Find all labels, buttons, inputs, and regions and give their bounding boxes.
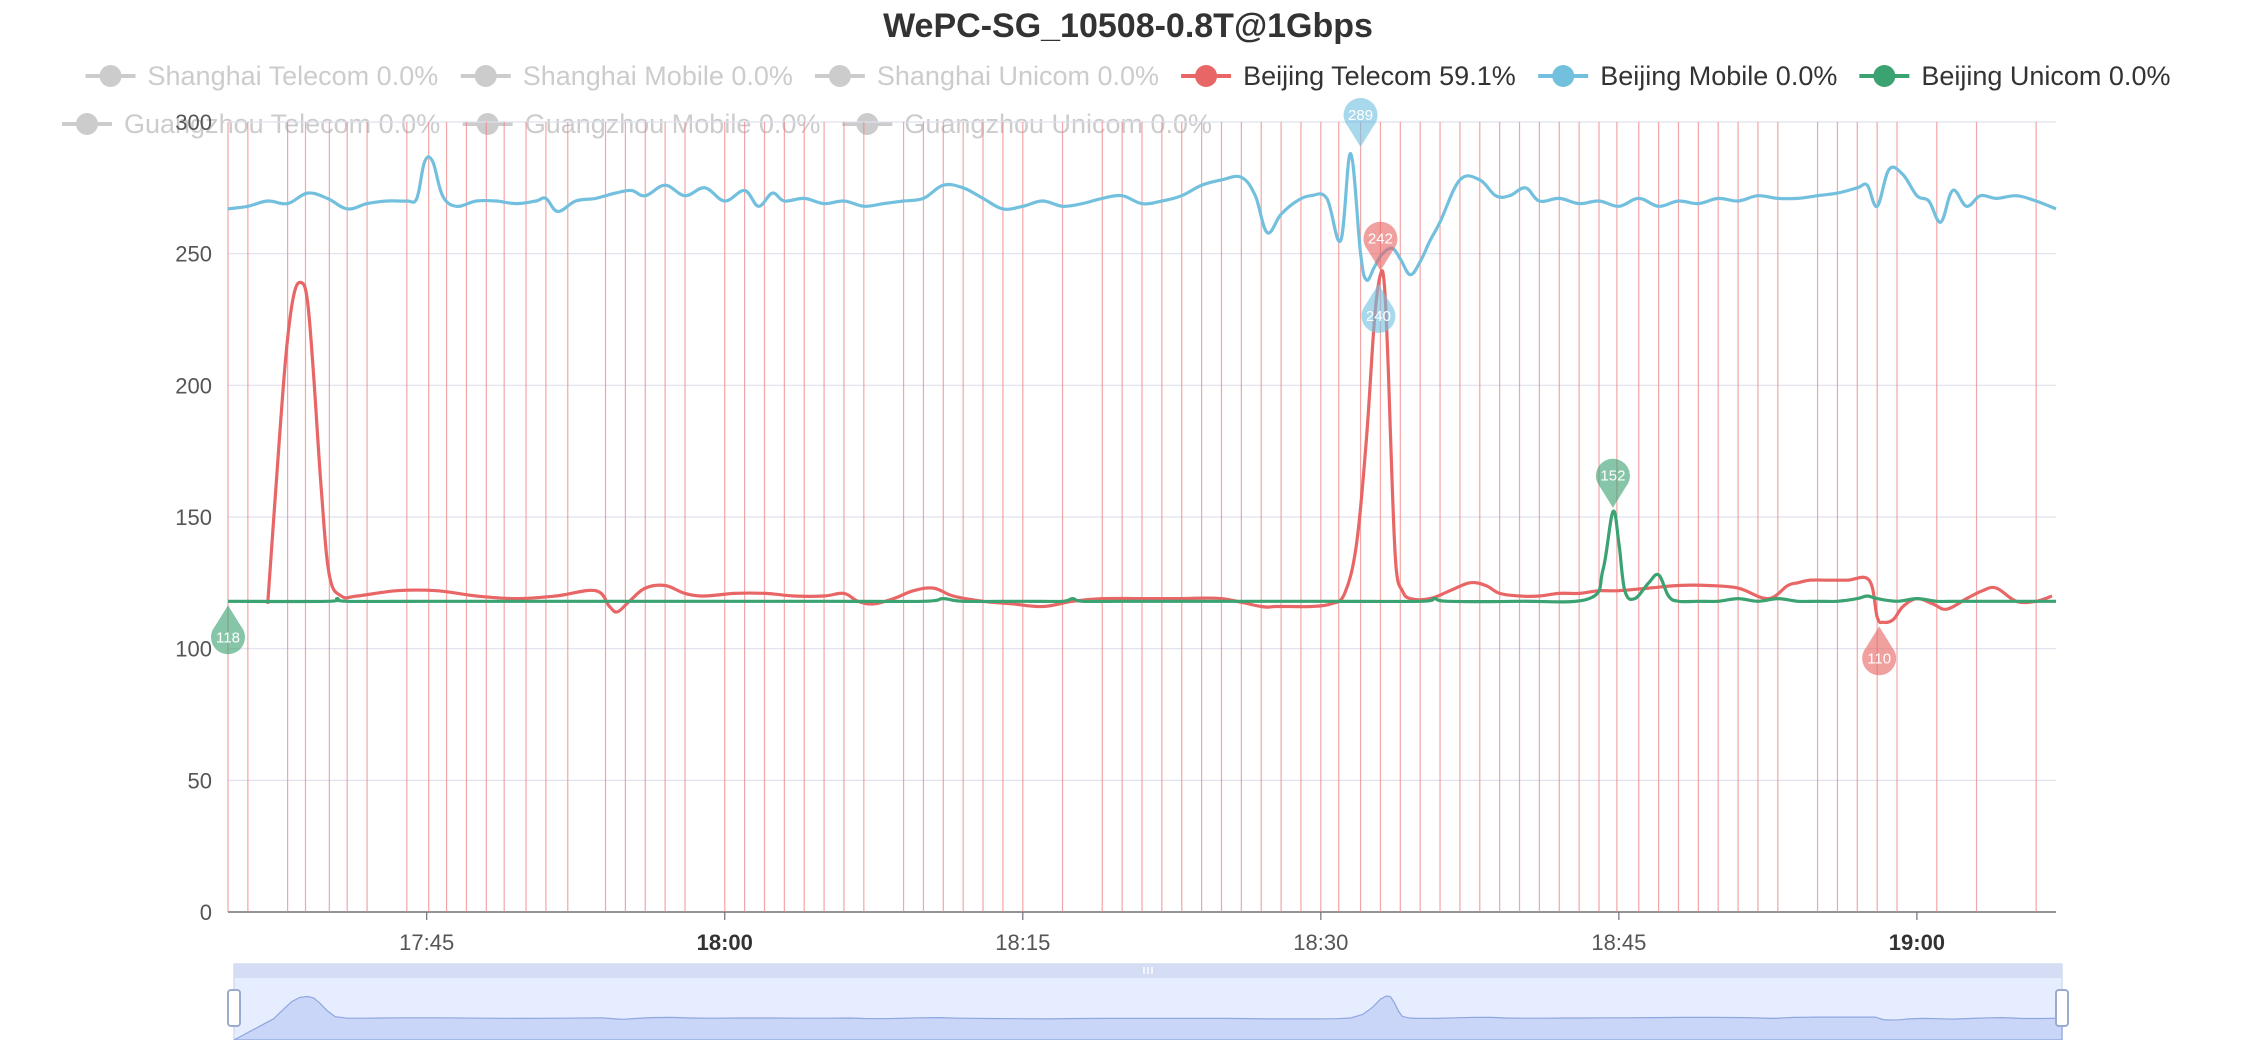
series-line-beijing-telecom xyxy=(266,269,2053,625)
x-tick-label: 19:00 xyxy=(1889,930,1945,955)
zoom-slider[interactable] xyxy=(227,963,2069,1040)
legend-dot xyxy=(99,65,122,87)
x-tick-label: 18:00 xyxy=(697,930,753,955)
marker-label: 110 xyxy=(1867,650,1891,667)
legend-dot xyxy=(1552,65,1575,87)
value-markers: 118 289 240 242 152 110 xyxy=(211,98,1897,676)
legend-item[interactable]: Guangzhou Unicom 0.0% xyxy=(842,109,1212,139)
marker-pin xyxy=(1361,284,1396,333)
marker-pin xyxy=(1363,221,1398,271)
legend-dot xyxy=(76,113,98,135)
x-axis: 17:45 18:00 18:15 18:30 18:45 19:00 xyxy=(399,912,1945,955)
legend-item[interactable]: Shanghai Telecom 0.0% xyxy=(85,61,439,91)
x-tick-label: 17:45 xyxy=(399,930,454,955)
legend-dot xyxy=(1195,65,1218,87)
y-tick-label: 250 xyxy=(175,242,212,267)
marker-pin xyxy=(1862,626,1897,676)
x-tick-label: 18:15 xyxy=(995,930,1050,955)
legend-label: Beijing Unicom 0.0% xyxy=(1921,61,2170,91)
x-tick-label: 18:45 xyxy=(1591,930,1646,955)
y-tick-label: 150 xyxy=(175,505,212,530)
chart-title: WePC-SG_10508-0.8T@1Gbps xyxy=(883,7,1373,45)
legend-dot xyxy=(856,113,879,135)
marker-pin xyxy=(1343,98,1378,147)
zoom-handle-right[interactable] xyxy=(2055,989,2069,1027)
y-axis: 0 50 100 150 200 250 300 xyxy=(175,110,212,925)
legend-label: Guangzhou Telecom 0.0% xyxy=(124,109,440,139)
marker-label: 118 xyxy=(216,629,240,646)
legend-label: Beijing Mobile 0.0% xyxy=(1600,61,1837,91)
x-tick-label: 18:30 xyxy=(1293,930,1348,955)
zoom-data-preview xyxy=(233,995,2063,1040)
series-line-beijing-mobile xyxy=(227,151,2057,282)
legend-label: Guangzhou Unicom 0.0% xyxy=(904,109,1212,139)
legend-dot xyxy=(476,113,499,135)
legend-item[interactable]: Beijing Mobile 0.0% xyxy=(1538,61,1837,91)
legend-label: Shanghai Unicom 0.0% xyxy=(877,61,1159,91)
legend-dot xyxy=(828,65,851,87)
legend-dot xyxy=(474,65,497,87)
y-tick-label: 50 xyxy=(188,768,212,793)
series-line-beijing-unicom xyxy=(227,509,2056,604)
legend-item[interactable]: Guangzhou Telecom 0.0% xyxy=(62,109,440,139)
legend-item[interactable]: Beijing Telecom 59.1% xyxy=(1181,61,1516,91)
legend-label: Beijing Telecom 59.1% xyxy=(1243,61,1516,91)
zoom-move-grip[interactable] xyxy=(1143,967,1153,974)
legend-label: Shanghai Mobile 0.0% xyxy=(523,61,793,91)
legend-label: Shanghai Telecom 0.0% xyxy=(148,61,439,91)
legend-item[interactable]: Shanghai Unicom 0.0% xyxy=(814,61,1159,91)
legend-item[interactable]: Guangzhou Mobile 0.0% xyxy=(462,109,821,139)
legend-dot xyxy=(1873,65,1896,87)
marker-label: 242 xyxy=(1368,231,1393,248)
legend-item[interactable]: Shanghai Mobile 0.0% xyxy=(460,61,793,91)
legend-item[interactable]: Beijing Unicom 0.0% xyxy=(1859,61,2170,91)
legend-label: Guangzhou Mobile 0.0% xyxy=(525,109,821,139)
marker-pin xyxy=(211,605,245,655)
y-tick-label: 300 xyxy=(175,110,212,135)
zoom-handle-left[interactable] xyxy=(227,989,241,1027)
y-tick-label: 200 xyxy=(175,373,212,398)
marker-label: 152 xyxy=(1600,468,1625,485)
y-tick-label: 0 xyxy=(200,900,212,925)
series-lines xyxy=(227,151,2057,625)
legend: Shanghai Telecom 0.0% Shanghai Mobile 0.0… xyxy=(62,61,2170,139)
marker-pin xyxy=(1595,458,1630,508)
y-tick-label: 100 xyxy=(175,637,212,662)
marker-label: 240 xyxy=(1366,308,1391,325)
marker-label: 289 xyxy=(1348,107,1373,124)
loss-marker-lines xyxy=(227,122,2037,912)
